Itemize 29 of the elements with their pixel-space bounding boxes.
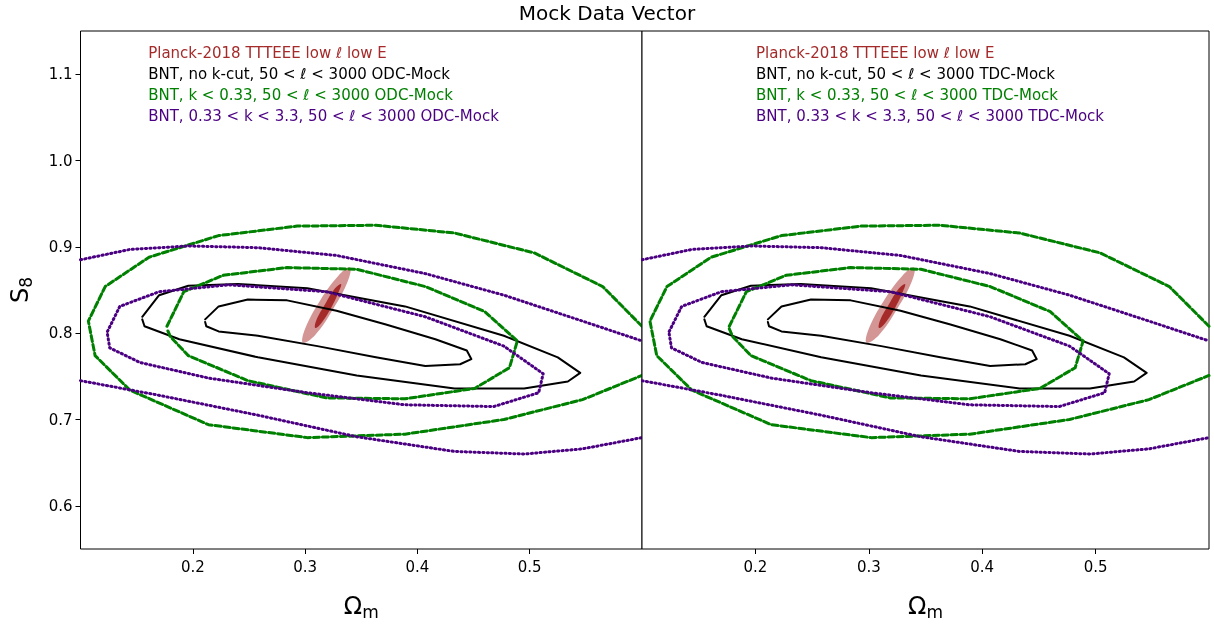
text: Planck-2018 TTTEEE low ℓ low E	[148, 43, 387, 62]
x-tick-label: 0.2	[743, 557, 768, 576]
line-series	[165, 266, 519, 401]
y-tick-label: 0.7	[48, 410, 73, 429]
y-tick-label: 0.9	[48, 237, 73, 256]
line-series	[86, 223, 642, 440]
y-tick-label: 1.0	[48, 151, 73, 170]
chart-title: Mock Data Vector	[517, 0, 697, 26]
x-tick-label: 0.2	[180, 557, 205, 576]
text: Planck-2018 TTTEEE low ℓ low E	[756, 43, 995, 62]
x-tick-label: 0.5	[1083, 557, 1108, 576]
x-tick-label: 0.4	[405, 557, 430, 576]
y-tick-label: 0.6	[48, 496, 73, 515]
text: BNT, no k-cut, 50 < ℓ < 3000 ODC-Mock	[148, 64, 451, 83]
text: BNT, 0.33 < k < 3.3, 50 < ℓ < 3000 TDC-Mock	[756, 106, 1105, 125]
y-tick-label: 1.1	[48, 65, 73, 84]
line-series	[105, 283, 545, 409]
x-tick-label: 0.3	[856, 557, 881, 576]
line-series	[204, 298, 473, 367]
x-tick-label: 0.3	[293, 557, 318, 576]
x-tick-label: 0.5	[517, 557, 542, 576]
text: BNT, 0.33 < k < 3.3, 50 < ℓ < 3000 ODC-Mock	[148, 106, 500, 125]
text: BNT, k < 0.33, 50 < ℓ < 3000 ODC-Mock	[148, 85, 454, 104]
y-axis-title: S8	[6, 276, 36, 304]
x-tick-label: 0.4	[970, 557, 995, 576]
y-tick-label: 0.8	[48, 324, 73, 343]
text: BNT, k < 0.33, 50 < ℓ < 3000 TDC-Mock	[756, 85, 1059, 104]
text: BNT, no k-cut, 50 < ℓ < 3000 TDC-Mock	[756, 64, 1056, 83]
line-series	[141, 282, 582, 390]
